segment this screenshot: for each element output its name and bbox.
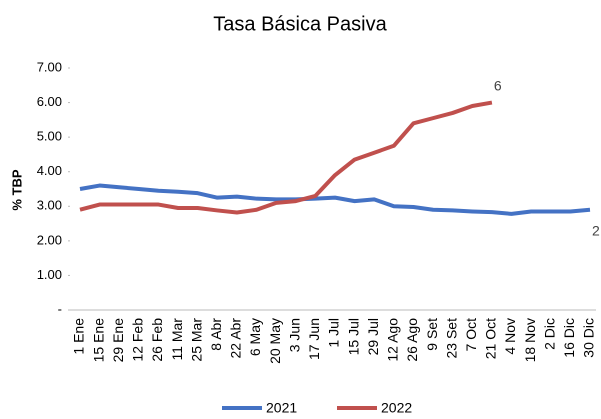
x-tick-label: 12 Ago [385, 318, 401, 362]
series-line [79, 183, 591, 216]
x-tick-label: 17 Jun [306, 318, 322, 360]
x-tick-label: 2 Dic [541, 318, 557, 350]
y-tick-label: 2.00 [37, 232, 62, 247]
series-line [79, 100, 493, 215]
y-tick-label: - [58, 301, 62, 316]
x-tick-label: 3 Jun [286, 318, 302, 352]
x-tick-label: 6 May [247, 318, 263, 356]
x-tick-label: 1 Jul [326, 318, 342, 348]
data-label: 6 [494, 77, 502, 93]
x-tick-label: 29 Ene [110, 318, 126, 363]
x-tick-label: 9 Set [424, 318, 440, 351]
y-tick-label: 7.00 [37, 59, 62, 74]
y-axis-label: % TBP [9, 169, 24, 211]
y-tick-label: 1.00 [37, 267, 62, 282]
x-tick-label: 4 Nov [502, 318, 518, 355]
x-tick-label: 16 Dic [561, 318, 577, 358]
x-tick-label: 26 Feb [149, 318, 165, 362]
x-tick-label: 1 Ene [71, 318, 87, 355]
x-tick-label: 15 Ene [90, 318, 106, 363]
y-tick-label: 5.00 [37, 129, 62, 144]
x-tick-label: 20 May [267, 318, 283, 364]
x-tick-label: 11 Mar [169, 318, 185, 361]
x-tick-label: 12 Feb [130, 318, 146, 362]
y-tick-label: 3.00 [37, 198, 62, 213]
x-tick-label: 7 Oct [463, 318, 479, 352]
x-tick-label: 21 Oct [483, 318, 499, 359]
x-tick-label: 18 Nov [522, 318, 538, 362]
x-tick-label: 15 Jul [345, 318, 361, 355]
x-tick-label: 25 Mar [188, 318, 204, 362]
x-tick-label: 22 Abr [228, 318, 244, 359]
y-tick-label: 6.00 [37, 94, 62, 109]
x-tick-label: 30 Dic [581, 318, 597, 358]
legend-label: 2022 [381, 400, 412, 416]
legend-label: 2021 [266, 400, 297, 416]
x-tick-label: 29 Jul [365, 318, 381, 355]
x-tick-label: 26 Ago [404, 318, 420, 362]
data-label: 2.9 [592, 222, 601, 238]
chart-title: Tasa Básica Pasiva [213, 13, 387, 35]
x-tick-label: 23 Set [443, 318, 459, 359]
x-tick-label: 8 Abr [208, 318, 224, 351]
y-tick-label: 4.00 [37, 163, 62, 178]
